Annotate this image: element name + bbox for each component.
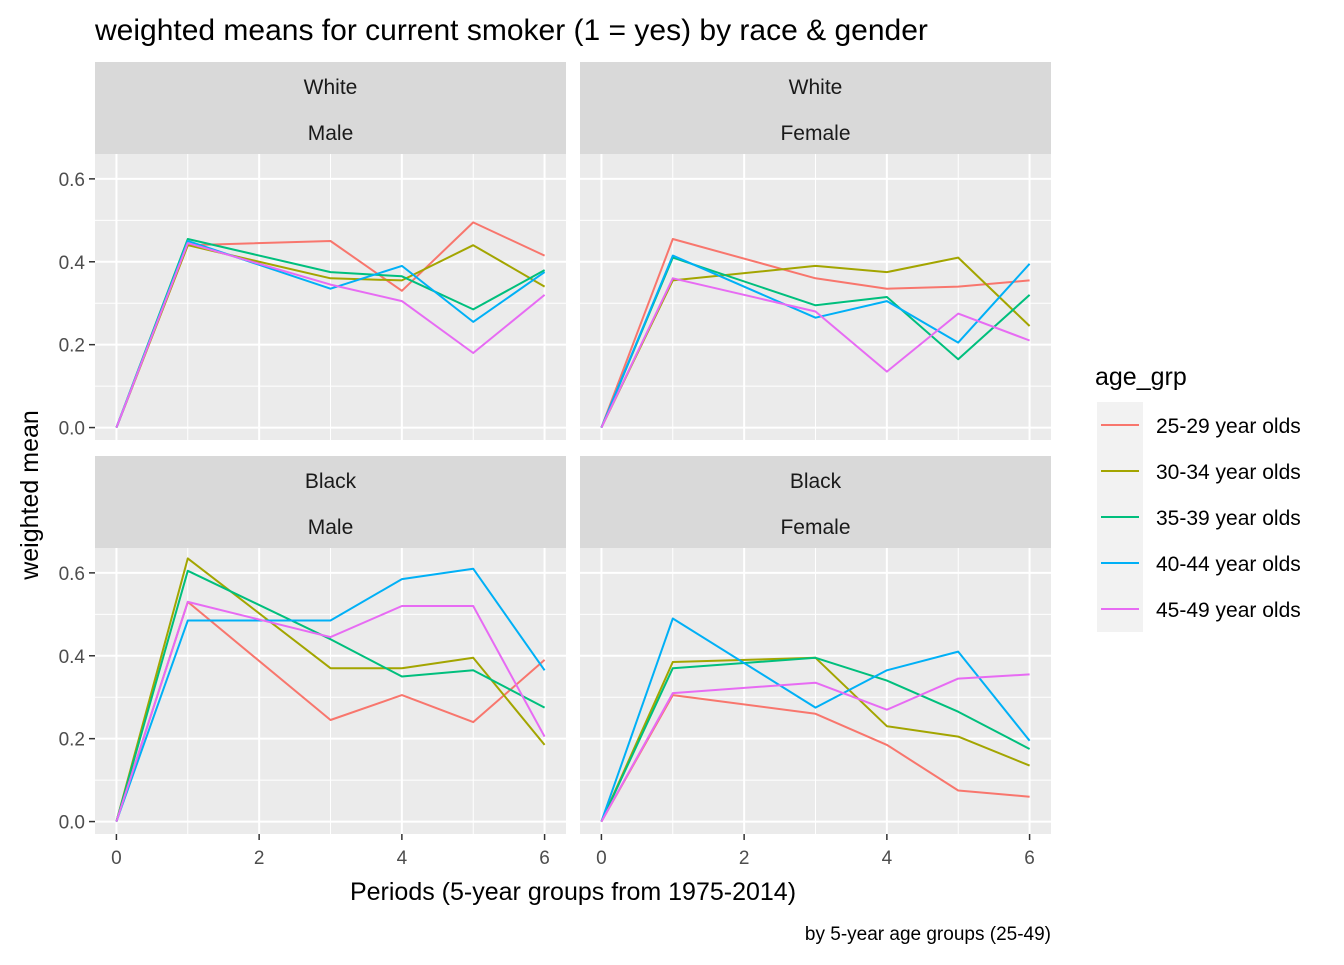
legend-item-30-34-year-olds: 30-34 year olds — [1097, 448, 1301, 494]
panels-layer: White Male 0.0 0.2 0.4 0.6 White Female Black Mal… — [59, 62, 1051, 869]
facet-label-gender: Female — [780, 122, 850, 145]
panel-black-male: Black Male 0.0 0.2 0.4 0.6 0 2 4 6 — [59, 456, 566, 869]
legend-item-40-44-year-olds: 40-44 year olds — [1097, 540, 1301, 586]
y-tick-label: 0.4 — [59, 253, 86, 274]
y-tick-label: 0.4 — [59, 647, 86, 668]
x-tick-label: 6 — [1024, 848, 1035, 869]
legend-label: 25-29 year olds — [1156, 415, 1301, 438]
facet-strip — [95, 62, 566, 154]
series-line-30-34-year-olds — [600, 656, 1030, 823]
x-tick-label: 2 — [739, 848, 750, 869]
facet-strip — [580, 456, 1051, 548]
y-tick-label: 0.6 — [59, 564, 85, 585]
x-tick-label: 2 — [254, 848, 265, 869]
series-line-45-49-year-olds — [600, 277, 1030, 429]
facet-label-gender: Male — [308, 122, 354, 145]
legend: age_grp 25-29 year olds 30-34 year olds 35… — [1095, 363, 1301, 632]
legend-label: 40-44 year olds — [1156, 553, 1301, 576]
x-tick-label: 0 — [596, 848, 607, 869]
x-tick-label: 4 — [397, 848, 408, 869]
y-tick-label: 0.0 — [59, 419, 85, 440]
x-tick-label: 4 — [882, 848, 893, 869]
legend-label: 30-34 year olds — [1156, 461, 1301, 484]
panel-black-female: Black Female 0 2 4 6 — [580, 456, 1051, 869]
x-tick-label: 6 — [539, 848, 550, 869]
y-tick-label: 0.6 — [59, 170, 85, 191]
series-line-45-49-year-olds — [600, 673, 1030, 823]
panel-white-male: White Male 0.0 0.2 0.4 0.6 — [59, 62, 566, 440]
y-tick-label: 0.2 — [59, 730, 85, 751]
legend-label: 35-39 year olds — [1156, 507, 1301, 530]
chart-title: weighted means for current smoker (1 = y… — [94, 14, 928, 47]
facet-label-race: White — [789, 76, 843, 99]
facet-label-gender: Female — [780, 516, 850, 539]
series-line-40-44-year-olds — [115, 567, 546, 822]
legend-item-35-39-year-olds: 35-39 year olds — [1097, 494, 1301, 540]
series-line-40-44-year-olds — [600, 254, 1031, 428]
facet-strip — [95, 456, 566, 548]
x-tick-label: 0 — [111, 848, 122, 869]
facet-strip — [580, 62, 1051, 154]
facet-label-gender: Male — [308, 516, 354, 539]
x-axis-title: Periods (5-year groups from 1975-2014) — [350, 878, 796, 906]
y-tick-label: 0.2 — [59, 336, 85, 357]
legend-item-25-29-year-olds: 25-29 year olds — [1097, 402, 1301, 448]
legend-item-45-49-year-olds: 45-49 year olds — [1097, 586, 1301, 632]
series-line-40-44-year-olds — [600, 617, 1031, 822]
facet-label-race: White — [304, 76, 358, 99]
panel-white-female: White Female — [580, 62, 1051, 440]
series-line-25-29-year-olds — [600, 238, 1030, 428]
series-line-30-34-year-olds — [115, 557, 546, 822]
chart-caption: by 5-year age groups (25-49) — [805, 924, 1051, 945]
series-line-45-49-year-olds — [115, 242, 546, 428]
legend-title: age_grp — [1095, 363, 1187, 391]
facet-label-race: Black — [790, 470, 842, 493]
legend-label: 45-49 year olds — [1156, 599, 1301, 622]
facet-label-race: Black — [305, 470, 357, 493]
series-line-45-49-year-olds — [115, 600, 546, 822]
series-line-35-39-year-olds — [115, 569, 546, 822]
y-tick-label: 0.0 — [59, 813, 85, 834]
series-line-35-39-year-olds — [600, 656, 1031, 823]
y-axis-title: weighted mean — [16, 410, 44, 581]
